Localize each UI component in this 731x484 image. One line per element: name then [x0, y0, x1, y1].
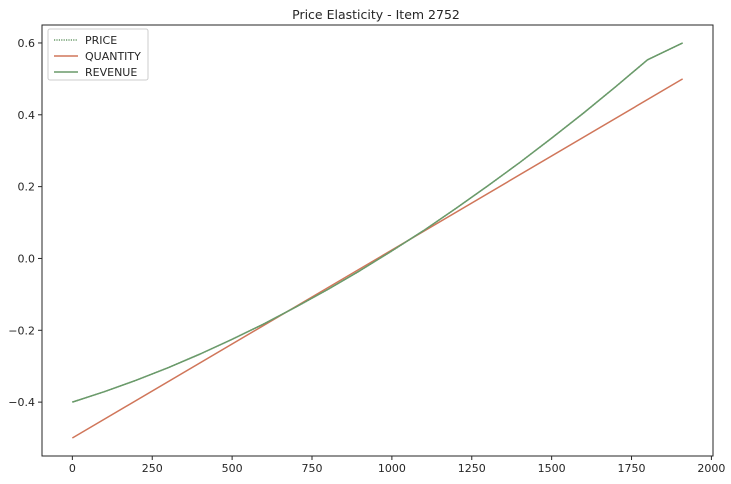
y-tick-label: 0.2	[18, 181, 36, 194]
axes-layer: 0 250 500 750 1000 1250 1500 1750 2000 −0.4 −0.2 0.…	[8, 24, 725, 475]
chart-title: Price Elasticity - Item 2752	[292, 7, 460, 22]
x-tick-label: 750	[301, 462, 322, 475]
x-tick-label: 1500	[538, 462, 566, 475]
y-tick-label: 0.6	[18, 37, 36, 50]
y-tick-label: −0.2	[8, 324, 35, 337]
series-line-revenue	[72, 42, 683, 403]
x-tick-label: 0	[69, 462, 76, 475]
y-tick-label: 0.4	[18, 109, 36, 122]
x-tick-label: 500	[222, 462, 243, 475]
legend-label-revenue: REVENUE	[85, 66, 137, 79]
x-tick-label: 1250	[458, 462, 486, 475]
legend: PRICE QUANTITY REVENUE	[47, 28, 149, 81]
x-tick-label: 250	[142, 462, 163, 475]
legend-label-quantity: QUANTITY	[85, 50, 141, 63]
legend-box	[47, 28, 149, 81]
x-tick-label: 1000	[378, 462, 406, 475]
x-tick-label: 1750	[618, 462, 646, 475]
series-line-quantity	[71, 78, 684, 439]
legend-label-price: PRICE	[85, 34, 117, 47]
y-tick-label: −0.4	[8, 396, 35, 409]
x-tick-label: 2000	[697, 462, 725, 475]
y-tick-label: 0.0	[18, 252, 36, 265]
series-layer	[71, 42, 684, 439]
plot-frame	[41, 24, 714, 457]
